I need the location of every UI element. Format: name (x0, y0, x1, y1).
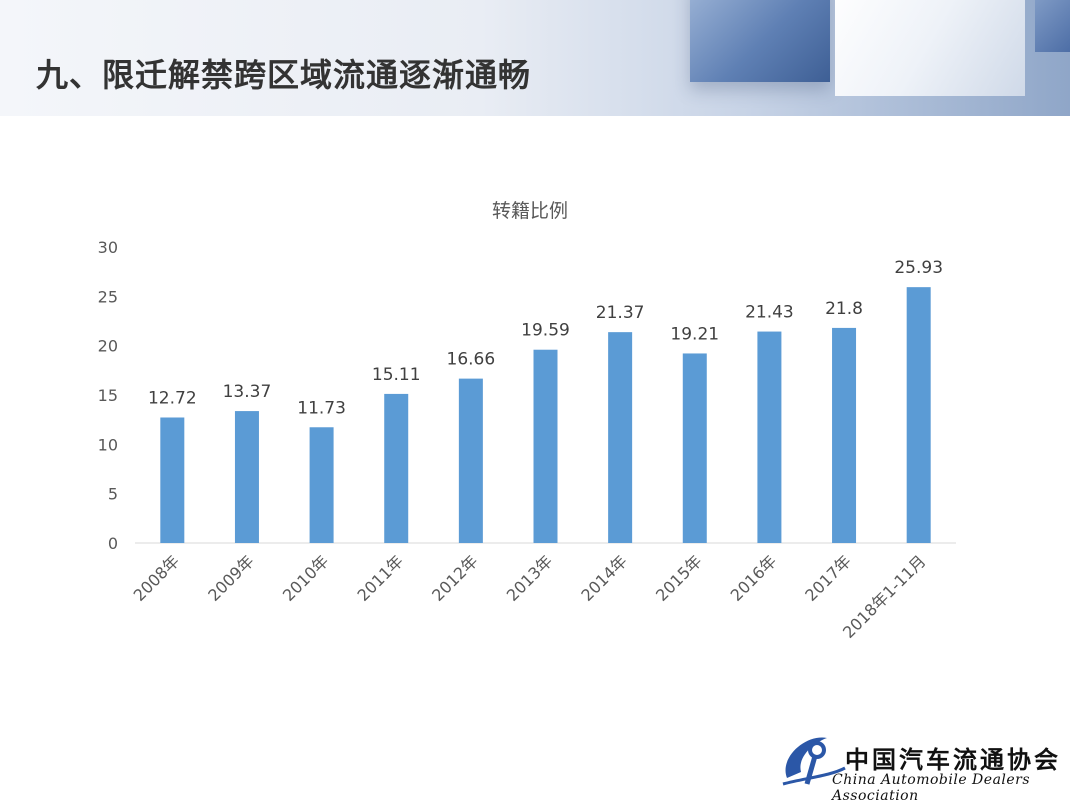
bar (533, 349, 558, 543)
x-tick-label: 2008年 (130, 551, 184, 605)
bar-value-label: 11.73 (297, 398, 346, 418)
decorative-cube (835, 0, 1025, 96)
bar-value-label: 16.66 (447, 350, 496, 370)
bar-value-label: 12.72 (148, 388, 197, 408)
x-tick-label: 2012年 (428, 551, 482, 605)
y-tick-label: 20 (98, 337, 118, 356)
cada-logo (775, 728, 1065, 796)
bar-value-label: 21.37 (596, 303, 645, 323)
y-tick-label: 5 (108, 485, 118, 504)
bar-series (160, 287, 931, 543)
bar-value-label: 19.21 (670, 324, 719, 344)
bar (832, 327, 857, 543)
x-tick-label: 2014年 (577, 551, 631, 605)
cada-logo-icon (782, 737, 846, 786)
bar (234, 411, 259, 543)
bar (384, 393, 409, 543)
chart-title: 转籍比例 (492, 200, 568, 222)
bar (906, 287, 931, 543)
bar-value-label: 13.37 (223, 382, 272, 402)
x-tick-label: 2010年 (279, 551, 333, 605)
bar-value-label: 21.43 (745, 303, 794, 323)
decorative-cube (1035, 0, 1070, 52)
logo-english-name: China Automobile Dealers Association (832, 772, 1031, 804)
page-title: 九、限迁解禁跨区域流通逐渐通畅 (36, 56, 532, 94)
bar-value-label: 19.59 (521, 321, 570, 341)
bar (309, 427, 334, 543)
y-tick-label: 0 (108, 534, 118, 553)
x-axis-labels: 2008年 2009年 2010年 2011年 2012年 2013年 2014年 2015年… (130, 551, 930, 642)
logo-chinese-name: 中国汽车流通协会 (845, 745, 1061, 774)
y-tick-label: 30 (98, 238, 118, 257)
x-tick-label: 2009年 (204, 551, 258, 605)
bar (608, 332, 633, 543)
y-tick-label: 25 (98, 287, 118, 306)
x-tick-label: 2016年 (727, 551, 781, 605)
bar-value-label: 25.93 (894, 258, 943, 278)
data-labels: 12.72 13.37 11.73 15.11 16.66 19.59 21.37 19.21… (148, 258, 943, 418)
header-banner: 九、限迁解禁跨区域流通逐渐通畅 (0, 0, 1070, 116)
y-tick-label: 15 (98, 386, 118, 405)
bar-value-label: 15.11 (372, 365, 421, 385)
bar-value-label: 21.8 (825, 299, 863, 319)
y-axis-ticks: 0 5 10 15 20 25 30 (98, 238, 118, 553)
bar (682, 353, 707, 543)
y-tick-label: 10 (98, 435, 118, 454)
x-tick-label: 2015年 (652, 551, 706, 605)
x-tick-label: 2017年 (801, 551, 855, 605)
decorative-cube (690, 0, 830, 82)
x-tick-label: 2013年 (503, 551, 557, 605)
bar (757, 331, 782, 543)
x-tick-label: 2011年 (354, 551, 408, 605)
bar (458, 378, 483, 543)
bar (160, 417, 185, 543)
